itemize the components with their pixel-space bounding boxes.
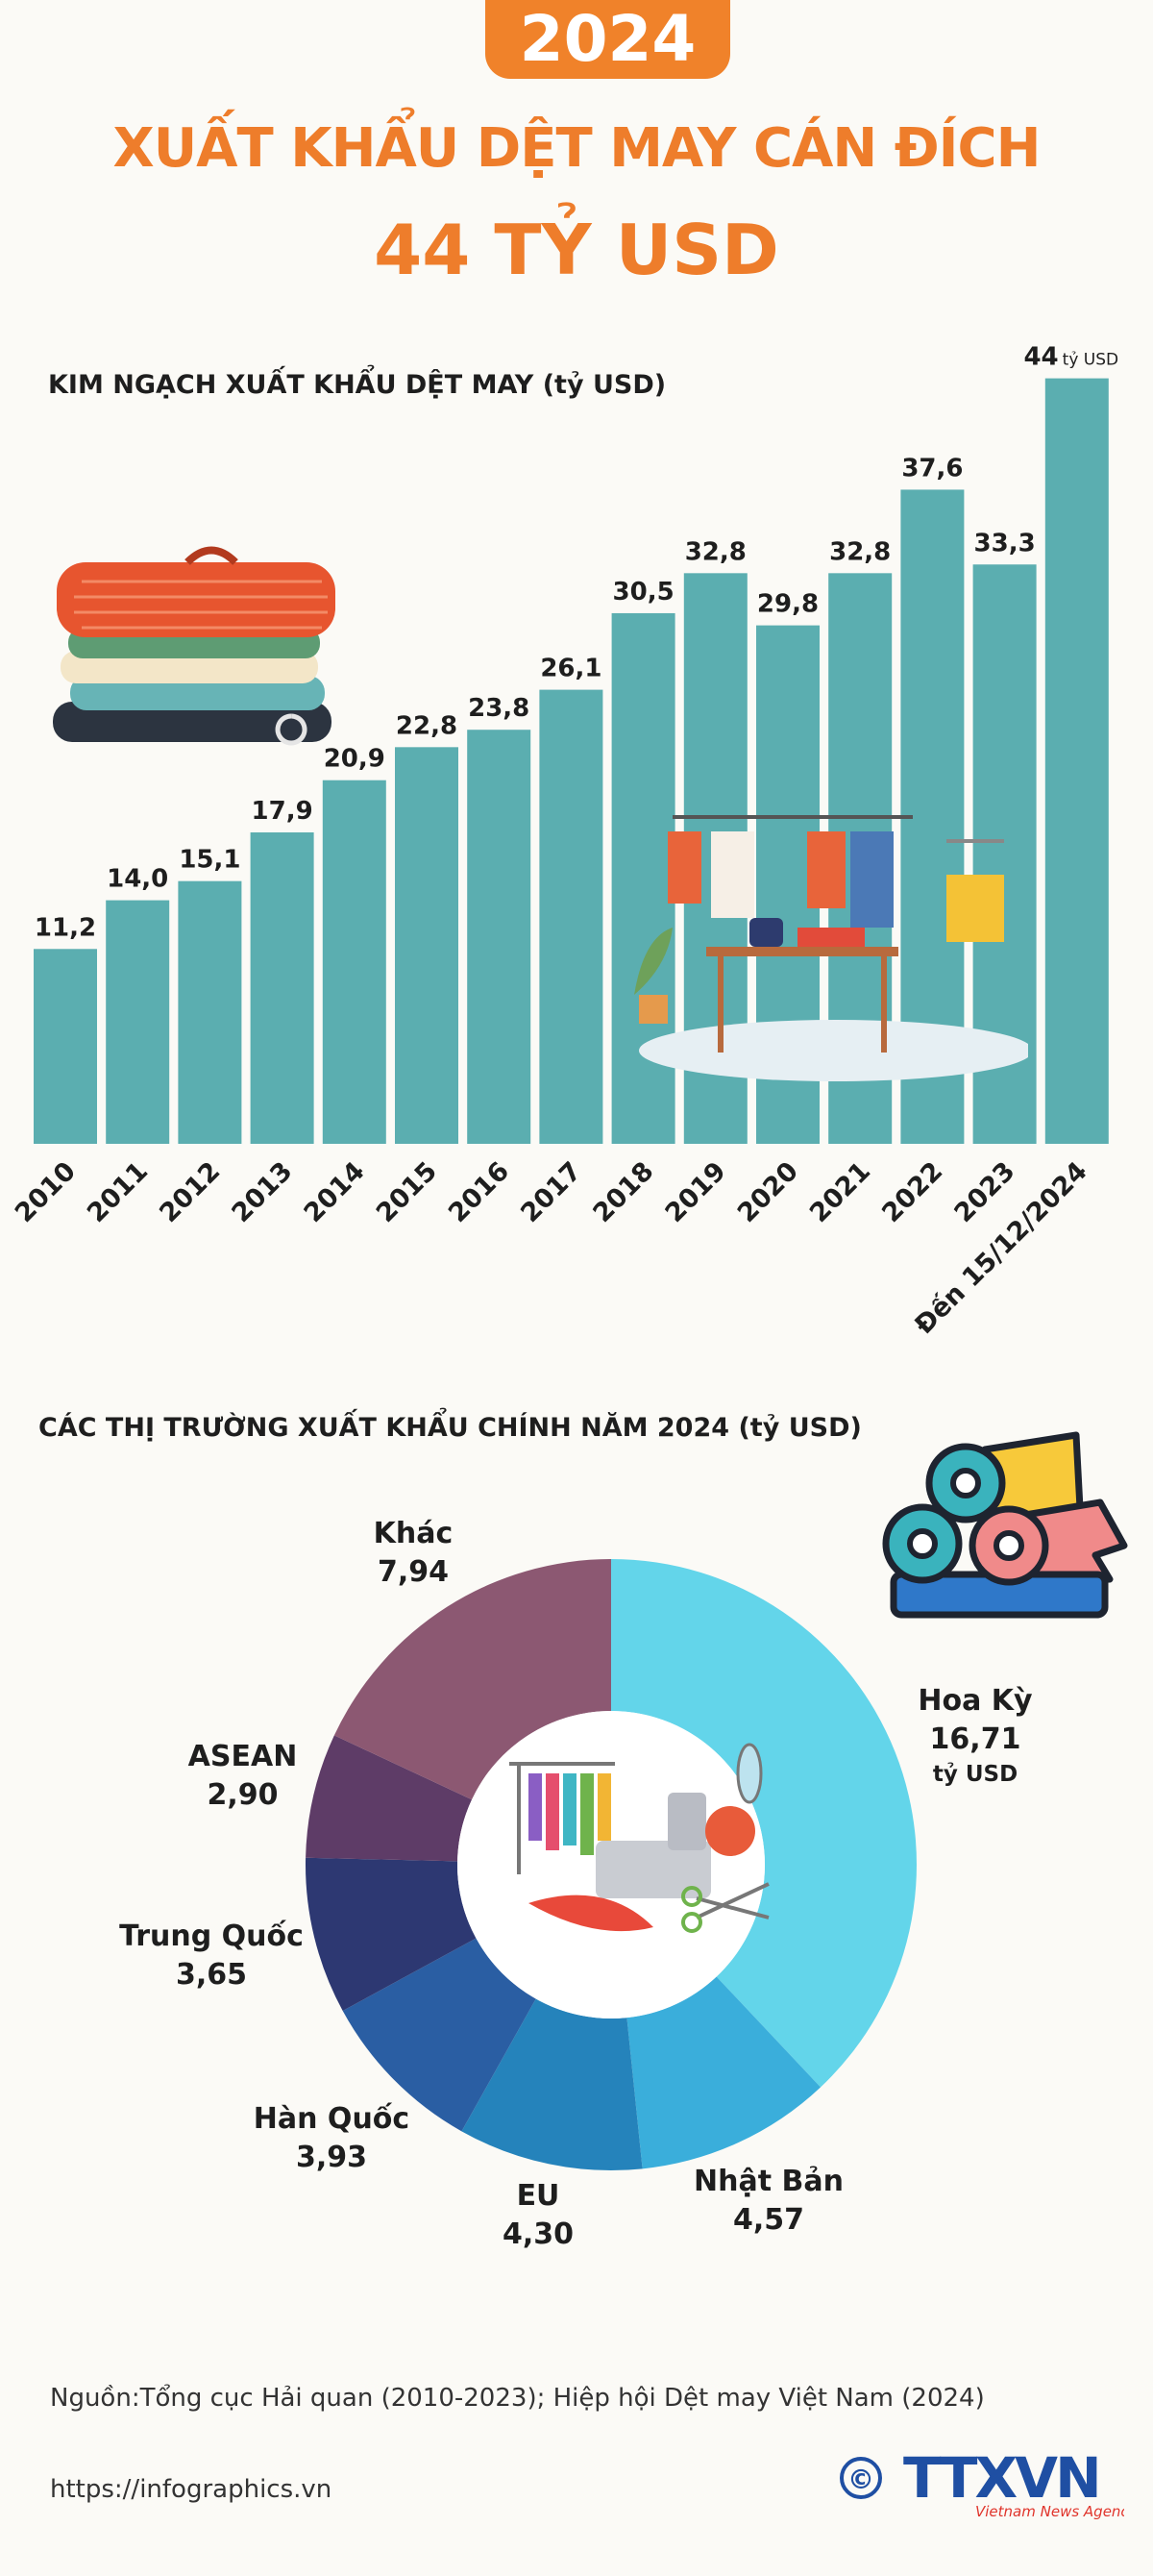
bar-value-label: 23,8 [468, 694, 529, 723]
bar-2014 [322, 780, 386, 1144]
bar-value-label: 37,6 [901, 454, 963, 483]
pie-label-value: 3,65 [175, 1958, 248, 1992]
bar-2011 [106, 900, 170, 1144]
x-tick-label: 2016 [443, 1156, 515, 1228]
bar-value-label: 14,0 [107, 865, 168, 894]
x-tick-label: 2018 [587, 1156, 659, 1228]
copyright-icon: © [847, 2464, 874, 2495]
pie-label-name: Hàn Quốc [253, 2102, 410, 2136]
bar-value-label: 22,8 [396, 711, 457, 740]
pie-slice-khác [333, 1559, 611, 1800]
pie-label-value: 2,90 [207, 1778, 279, 1812]
pie-label-khac: Khác 7,94 [336, 1515, 490, 1592]
bar-2015 [395, 747, 458, 1144]
bar-2010 [34, 949, 97, 1144]
pie-label-name: Hoa Kỳ [918, 1684, 1033, 1718]
x-tick-label: 2022 [876, 1156, 948, 1228]
bar-2013 [250, 832, 314, 1144]
bar-value-label: 44 tỷ USD [1023, 343, 1118, 372]
sewing-workshop-icon [509, 1743, 770, 1933]
year-badge: 2024 [485, 0, 730, 79]
bar-chart-title: KIM NGẠCH XUẤT KHẨU DỆT MAY (tỷ USD) [48, 370, 667, 400]
bar-value-label: 29,8 [757, 590, 819, 619]
pie-label-nhat-ban: Nhật Bản 4,57 [673, 2163, 865, 2240]
bar-value-label: 17,9 [252, 797, 313, 826]
ttxvn-logo: © TTXVN Vietnam News Agency [840, 2449, 1124, 2520]
pie-label-asean: ASEAN 2,90 [163, 1738, 322, 1815]
pie-label-name: ASEAN [187, 1740, 298, 1773]
pie-label-value: 4,30 [502, 2217, 575, 2251]
bar-2016 [467, 730, 531, 1144]
bar-value-label: 15,1 [179, 846, 240, 875]
logo-text: TTXVN [903, 2449, 1099, 2511]
x-tick-label: 2019 [660, 1156, 732, 1228]
pie-slice-hoa-kỳ [611, 1559, 917, 2088]
headline-value: 44 TỶ USD [374, 210, 779, 290]
pie-slice-nhật-bản [626, 1976, 822, 2169]
bar-Đến 15/12/2024 [1044, 378, 1109, 1145]
bar-value-label: 30,5 [613, 578, 675, 607]
pie-label-name: Trung Quốc [119, 1920, 304, 1953]
pie-label-value: 4,57 [732, 2203, 805, 2237]
x-tick-label: 2010 [10, 1156, 82, 1228]
x-tick-label: 2017 [515, 1156, 587, 1228]
donut-chart [306, 1559, 917, 2170]
bar-2012 [178, 880, 242, 1144]
headline: XUẤT KHẨU DỆT MAY CÁN ĐÍCH [112, 117, 1042, 180]
bar-value-label: 32,8 [829, 537, 891, 566]
pie-label-value: 16,71 [929, 1722, 1021, 1756]
pie-label-trung-quoc: Trung Quốc 3,65 [110, 1918, 312, 1994]
x-tick-label: 2012 [154, 1156, 226, 1228]
x-tick-label: 2020 [732, 1156, 804, 1228]
bar-2017 [539, 689, 603, 1144]
bar-value-label: 20,9 [324, 745, 385, 774]
x-tick-label: 2013 [226, 1156, 298, 1228]
pie-label-name: Khác [373, 1517, 454, 1550]
pie-label-han-quoc: Hàn Quốc 3,93 [235, 2100, 428, 2177]
pie-slice-hàn-quốc [342, 1938, 536, 2132]
bar-value-label: 26,1 [540, 655, 601, 683]
folded-clothes-icon [53, 546, 335, 746]
pie-label-hoa-ky: Hoa Kỳ 16,71 tỷ USD [884, 1682, 1067, 1790]
x-tick-label: 2015 [371, 1156, 443, 1228]
bar-value-label: 33,3 [974, 529, 1036, 557]
pie-label-name: Nhật Bản [694, 2165, 844, 2198]
website-link[interactable]: https://infographics.vn [50, 2475, 332, 2504]
clothing-store-icon [634, 815, 1028, 1081]
pie-slice-trung-quốc [306, 1857, 477, 2012]
pie-slice-eu [461, 1998, 643, 2170]
bar-value-label: 11,2 [35, 913, 96, 942]
pie-label-value: 3,93 [295, 2141, 368, 2174]
pie-label-name: EU [516, 2179, 560, 2213]
bar-value-label: 32,8 [685, 537, 747, 566]
pie-slice-asean [306, 1735, 473, 1862]
source-note: Nguồn:Tổng cục Hải quan (2010-2023); Hiệ… [50, 2384, 985, 2413]
pie-label-eu: EU 4,30 [480, 2177, 596, 2254]
pie-label-value: 7,94 [377, 1555, 450, 1589]
pie-label-unit: tỷ USD [932, 1762, 1018, 1787]
logo-subtitle: Vietnam News Agency [975, 2503, 1124, 2520]
x-tick-label: 2011 [82, 1156, 154, 1228]
fabric-rolls-icon [882, 1431, 1128, 1619]
x-tick-label: 2021 [804, 1156, 876, 1228]
x-tick-label: 2014 [299, 1156, 371, 1228]
pie-chart-title: CÁC THỊ TRƯỜNG XUẤT KHẨU CHÍNH NĂM 2024 … [38, 1413, 862, 1443]
